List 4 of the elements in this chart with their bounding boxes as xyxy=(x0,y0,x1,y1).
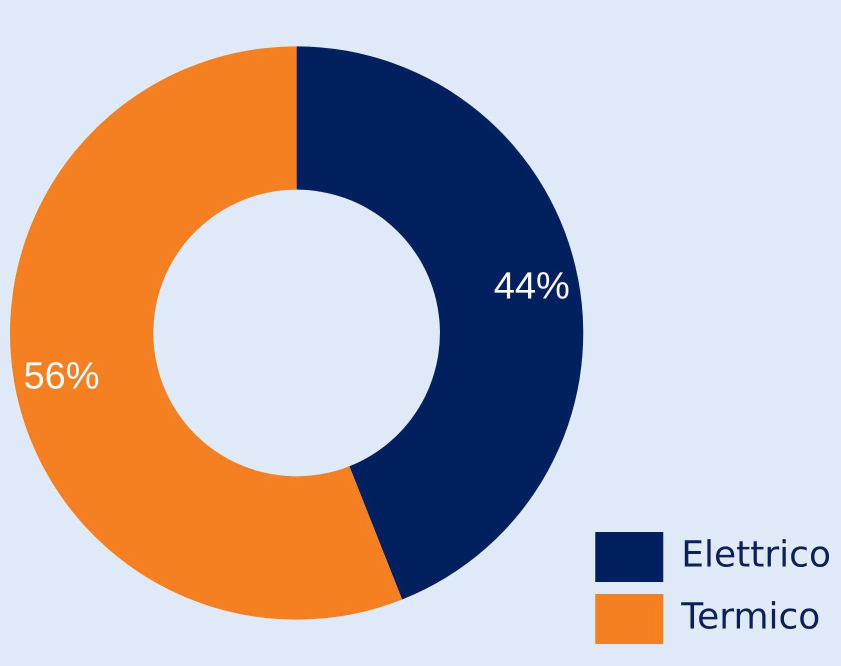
data-label: 44% xyxy=(494,266,570,308)
legend-label: Elettrico xyxy=(681,534,831,576)
data-label: 56% xyxy=(24,355,100,398)
legend-label: Termico xyxy=(680,596,820,638)
